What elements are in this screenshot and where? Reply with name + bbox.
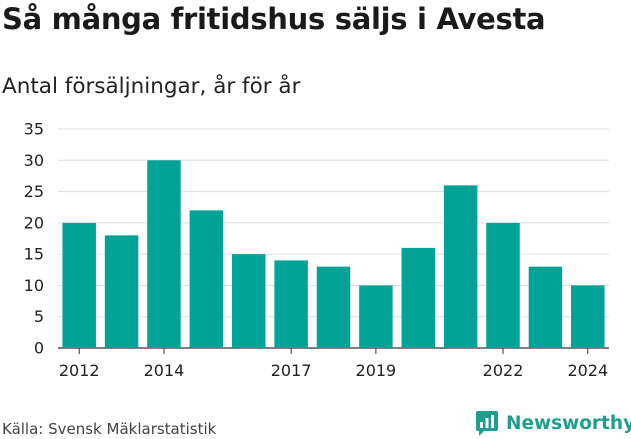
bar-2023 — [528, 266, 563, 348]
x-tick-label: 2022 — [483, 361, 524, 380]
bar-2015 — [189, 210, 224, 348]
bar-2019 — [359, 285, 393, 348]
y-tick-label: 20 — [24, 213, 44, 232]
x-tick-label: 2012 — [59, 361, 100, 380]
y-tick-label: 0 — [34, 339, 44, 358]
bar-2020 — [401, 247, 436, 348]
newsworthy-logo-icon — [476, 411, 498, 436]
x-axis-ticks: 2012 2014 2017 2019 2022 2024 — [59, 348, 608, 380]
bar-2024 — [571, 285, 605, 348]
x-tick-label: 2024 — [567, 361, 608, 380]
chart-title: Så många fritidshus säljs i Avesta — [2, 2, 546, 36]
bar-2018 — [316, 266, 351, 348]
x-tick-label: 2014 — [144, 361, 185, 380]
bar-2016 — [231, 254, 266, 348]
y-tick-label: 30 — [24, 151, 44, 170]
bar-2021 — [443, 185, 478, 348]
source-note: Källa: Svensk Mäklarstatistik — [2, 420, 217, 438]
y-tick-label: 35 — [24, 120, 44, 139]
x-tick-label: 2019 — [356, 361, 397, 380]
y-tick-label: 10 — [24, 276, 44, 295]
chart-subtitle: Antal försäljningar, år för år — [2, 74, 301, 99]
bar-2017 — [274, 260, 308, 348]
x-tick-label: 2017 — [271, 361, 312, 380]
bar-chart: 0 5 10 15 20 25 30 35 2012 2014 2017 2019 2022 2024 — [24, 120, 609, 380]
y-tick-label: 15 — [24, 245, 44, 264]
bar-2022 — [486, 222, 520, 348]
bar-2014 — [147, 160, 181, 348]
bar-2013 — [104, 235, 139, 348]
brand-name: Newsworthy — [506, 412, 631, 434]
y-tick-label: 25 — [24, 182, 44, 201]
bars — [62, 160, 605, 348]
brand-logo: Newsworthy — [476, 408, 631, 438]
bar-2012 — [62, 222, 96, 348]
y-axis-ticks: 0 5 10 15 20 25 30 35 — [24, 120, 44, 358]
y-tick-label: 5 — [34, 307, 44, 326]
